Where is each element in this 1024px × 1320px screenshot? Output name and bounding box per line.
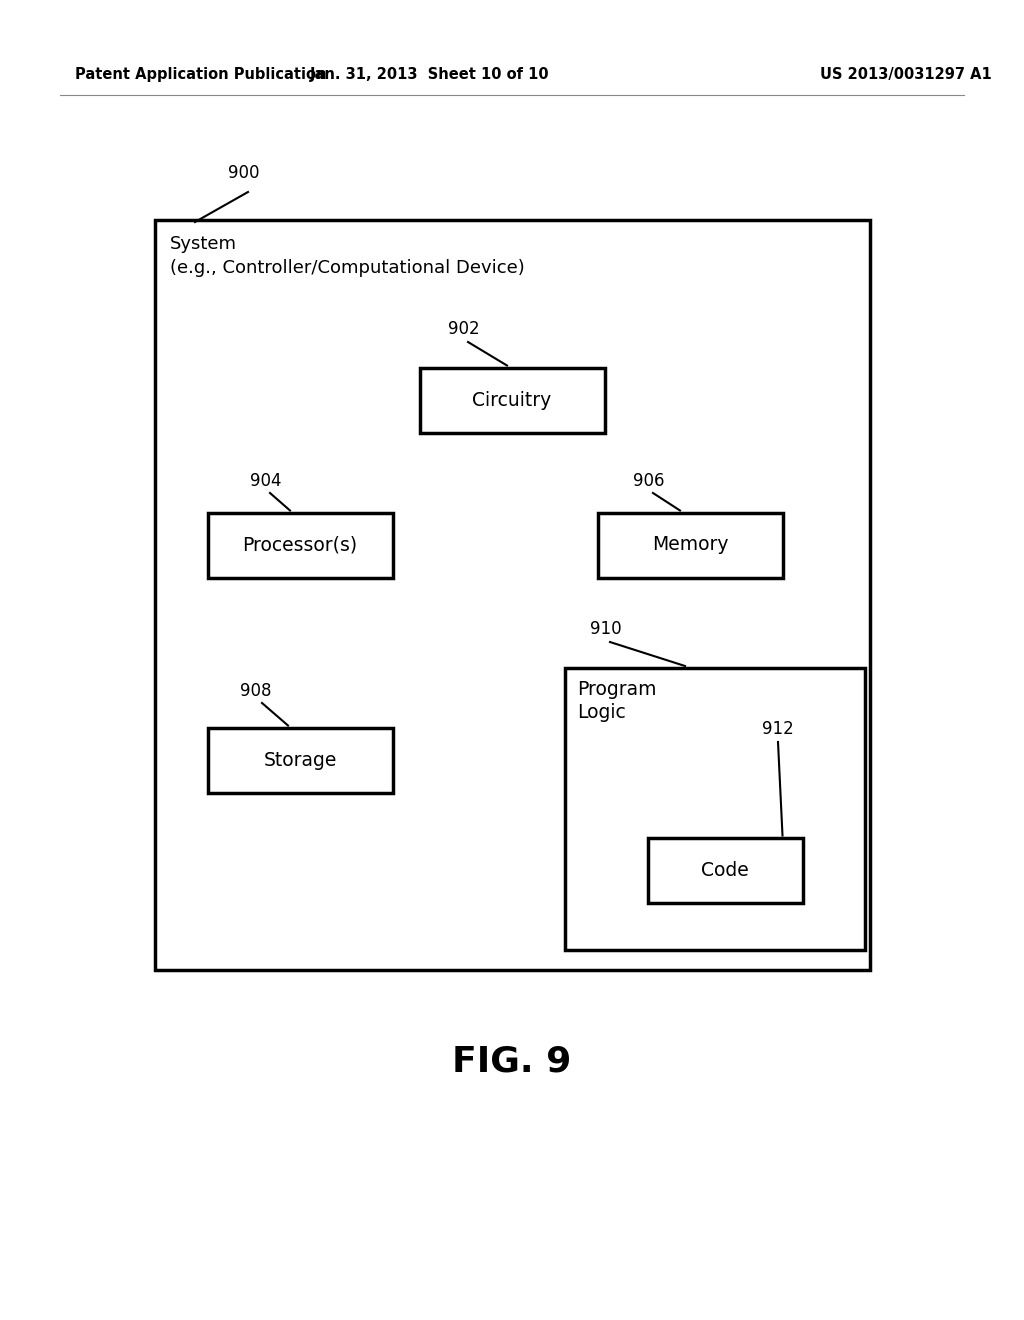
Text: 906: 906 xyxy=(633,473,665,490)
Bar xyxy=(420,367,604,433)
Text: 908: 908 xyxy=(240,682,271,700)
Text: Processor(s): Processor(s) xyxy=(243,536,357,554)
Bar xyxy=(208,512,392,578)
Text: US 2013/0031297 A1: US 2013/0031297 A1 xyxy=(820,67,992,82)
Text: 902: 902 xyxy=(449,319,479,338)
Text: 904: 904 xyxy=(250,473,282,490)
Text: Memory: Memory xyxy=(651,536,728,554)
Text: System
(e.g., Controller/Computational Device): System (e.g., Controller/Computational D… xyxy=(170,235,524,277)
Text: FIG. 9: FIG. 9 xyxy=(453,1045,571,1078)
Text: 912: 912 xyxy=(762,719,794,738)
Text: Code: Code xyxy=(701,861,749,879)
Bar xyxy=(208,727,392,792)
Bar xyxy=(155,220,870,970)
Text: Jan. 31, 2013  Sheet 10 of 10: Jan. 31, 2013 Sheet 10 of 10 xyxy=(310,67,550,82)
Bar xyxy=(647,837,803,903)
Bar xyxy=(597,512,782,578)
Text: Program
Logic: Program Logic xyxy=(577,680,656,722)
Text: Circuitry: Circuitry xyxy=(472,391,552,409)
Bar xyxy=(565,668,865,950)
Text: 910: 910 xyxy=(590,620,622,638)
Text: 900: 900 xyxy=(228,164,259,182)
Text: Patent Application Publication: Patent Application Publication xyxy=(75,67,327,82)
Text: Storage: Storage xyxy=(263,751,337,770)
